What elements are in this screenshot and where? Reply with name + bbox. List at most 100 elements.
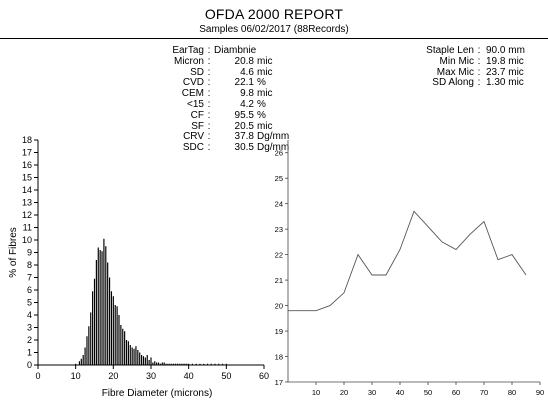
stat-value: 19.8 mic: [486, 55, 524, 67]
stat-unit: mic: [257, 66, 273, 78]
histogram-bar: [157, 362, 160, 365]
profile-series-line: [288, 210, 527, 312]
histogram-bar: [107, 262, 109, 365]
histogram-bar: [120, 325, 122, 365]
histogram-y-tick-label: 5: [27, 298, 32, 308]
histogram-y-tick-label: 18: [22, 135, 32, 145]
histogram-bar: [176, 363, 178, 365]
histogram-bar: [210, 363, 212, 365]
histogram-bar: [184, 363, 186, 365]
histogram-x-tick-label: 30: [146, 371, 156, 381]
histogram-bar: [80, 358, 82, 365]
histogram-bar: [154, 361, 156, 365]
histogram-bar: [84, 347, 86, 365]
stat-row-eartag: EarTag: Diambnie: [110, 45, 289, 57]
stat-unit: %: [257, 77, 266, 89]
histogram-bar: [135, 346, 137, 365]
histogram-bar: [225, 363, 227, 365]
histogram-bar: [150, 357, 152, 365]
histogram-y-axis-label: % of Fibres: [8, 227, 19, 278]
histogram-bar: [127, 341, 129, 365]
histogram-bar: [112, 296, 114, 365]
histogram-bar: [221, 363, 224, 365]
stat-row-sf: SF:20.5 mic: [110, 120, 289, 133]
histogram-y-tick-label: 4: [27, 310, 32, 320]
histogram-x-tick-label: 60: [259, 371, 269, 381]
stat-value: 30.5: [234, 142, 254, 154]
histogram-bar: [116, 306, 118, 365]
stat-row-crv: CRV:37.8 Dg/mm: [110, 132, 289, 143]
stat-value: 1.30 mic: [486, 77, 524, 89]
histogram-bar: [195, 363, 197, 365]
histogram-bar: [169, 363, 171, 365]
stat-unit: mic: [257, 55, 273, 67]
profile-y-tick-label: 25: [275, 174, 283, 183]
histogram-y-tick-label: 16: [22, 160, 32, 170]
histogram-x-tick-label: 10: [71, 371, 81, 381]
stat-label: SD: [190, 66, 204, 78]
histogram-bar: [110, 291, 113, 365]
histogram-bar: [191, 363, 194, 365]
histogram-y-tick-label: 12: [22, 210, 32, 220]
histogram-x-axis-label: Fibre Diameter (microns): [102, 388, 213, 399]
profile-x-tick-label: 60: [452, 388, 460, 397]
histogram-y-tick-label: 7: [27, 273, 32, 283]
report-subtitle: Samples 06/02/2017 (88Records): [199, 24, 349, 35]
histogram-bar: [92, 291, 94, 365]
histogram-bar: [86, 336, 88, 365]
histogram-bar: [206, 363, 209, 365]
histogram-bar: [137, 350, 139, 365]
stat-row-cem: CEM:9.8 mic: [110, 88, 289, 100]
histogram-bar: [165, 363, 167, 365]
stat-value: 20.8: [234, 55, 254, 67]
stat-label: EarTag: [172, 45, 204, 56]
profile-x-tick-label: 10: [312, 388, 320, 397]
stat-label: SF: [191, 120, 204, 132]
histogram-bar: [105, 246, 107, 365]
profile-y-tick-label: 18: [275, 353, 283, 362]
histogram-bar: [156, 362, 158, 365]
histogram-bar: [108, 277, 111, 365]
stat-label: <15: [187, 98, 204, 110]
stat-value: 22.1: [234, 77, 254, 89]
histogram-y-tick-label: 11: [23, 223, 32, 233]
histogram-bar: [114, 305, 116, 365]
histogram-bar: [140, 355, 143, 365]
profile-x-tick-label: 50: [424, 388, 432, 397]
profile-y-tick-label: 19: [275, 327, 283, 336]
histogram-bar: [146, 355, 148, 365]
stat-unit: %: [257, 98, 266, 110]
histogram-x-tick-label: 40: [184, 371, 194, 381]
histogram-y-tick-label: 15: [22, 173, 32, 183]
histogram-x-tick-label: 0: [35, 371, 40, 381]
histogram-y-tick-label: 0: [27, 360, 32, 370]
histogram-bar: [78, 361, 81, 365]
stat-unit: Dg/mm: [257, 131, 290, 143]
histogram-bar: [101, 251, 103, 365]
histogram-y-tick-label: 8: [27, 260, 32, 270]
histogram-bar: [133, 348, 135, 365]
stat-label: Staple Len: [426, 45, 474, 56]
histogram-bar: [182, 363, 184, 365]
fibre-stats-panel: EarTag: Diambnie Micron:20.8 mic SD:4.6 mic…: [110, 45, 289, 154]
histogram-bar: [139, 352, 141, 365]
stat-unit: mic: [257, 88, 273, 100]
histogram-bar: [159, 363, 162, 365]
histogram-x-tick-label: 50: [221, 371, 231, 381]
histogram-bar: [167, 363, 169, 365]
stat-label: Min Mic: [439, 55, 474, 67]
histogram-bar: [218, 363, 220, 365]
histogram-bar: [188, 363, 190, 365]
stat-unit: mic: [257, 120, 273, 132]
histogram-bar: [90, 312, 92, 365]
stat-row-staple-len: Staple Len:90.0 mm: [400, 45, 544, 57]
histogram-bar: [214, 363, 216, 365]
profile-x-tick-label: 40: [396, 388, 404, 397]
histogram-bar: [174, 363, 177, 365]
stat-row-lt15: <15:4.2%: [110, 98, 289, 111]
stat-label: SDC: [182, 142, 204, 154]
stat-value: 9.8: [240, 88, 254, 100]
profile-y-tick-label: 23: [275, 225, 283, 234]
histogram-bar: [93, 278, 96, 365]
histogram-bar: [75, 363, 77, 365]
